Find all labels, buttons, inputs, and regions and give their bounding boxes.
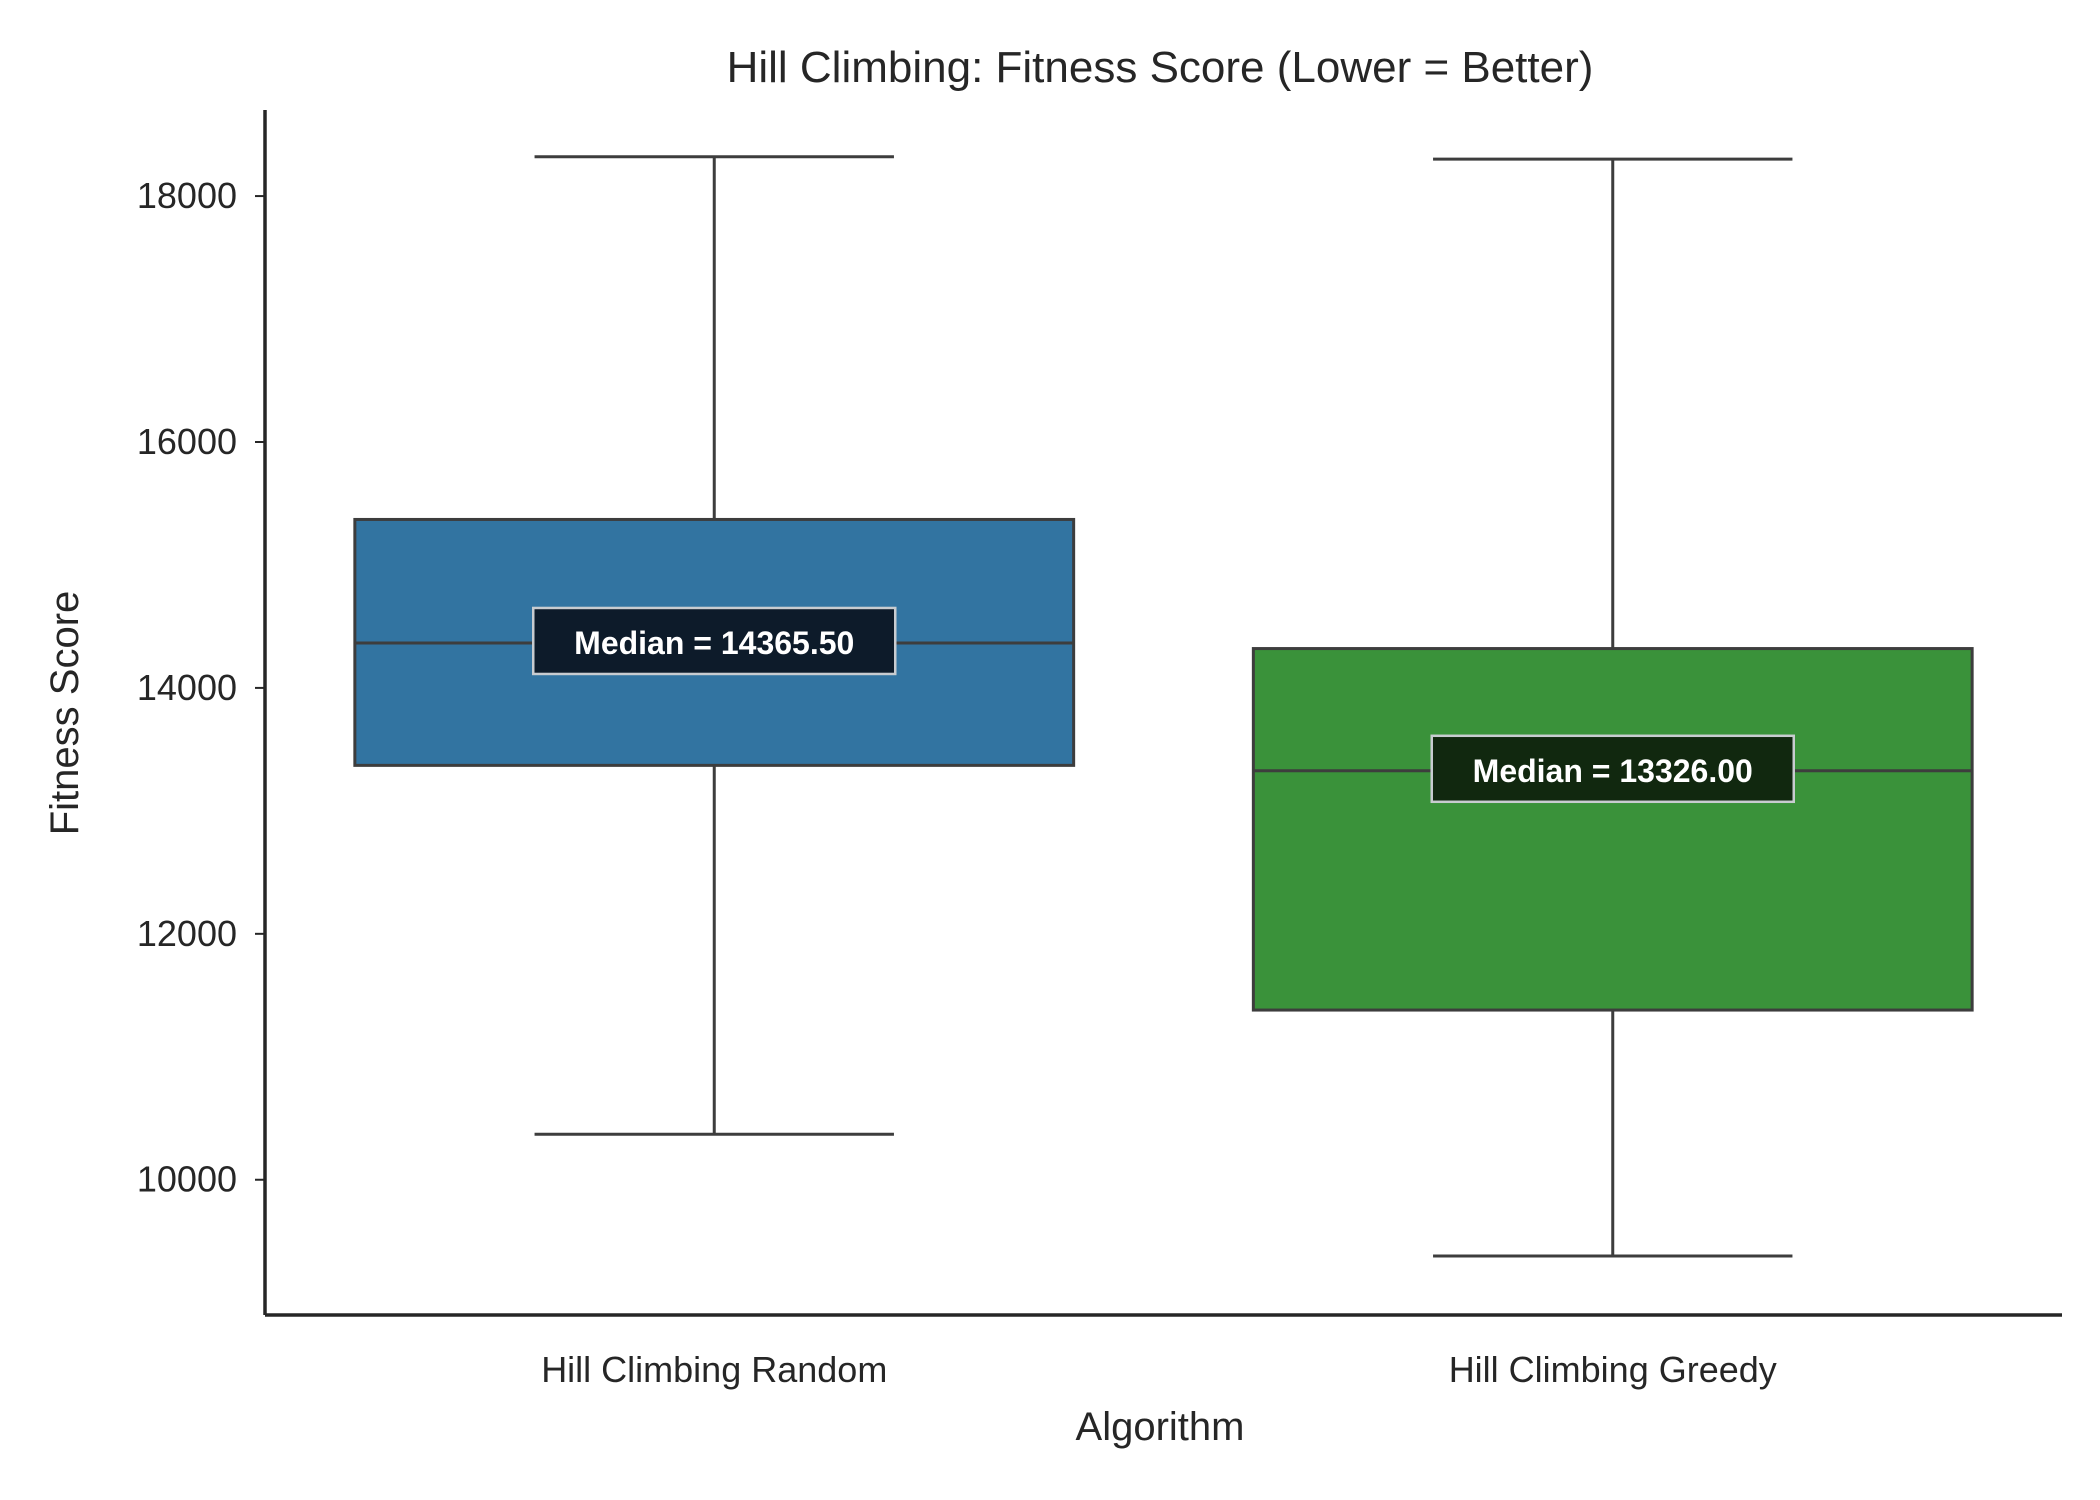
x-axis-ticks: Hill Climbing Random Hill Climbing Greedy (541, 1349, 1777, 1390)
median-label-box (532, 606, 897, 676)
y-tick-label: 16000 (137, 421, 237, 462)
median-label: Median = 13326.00 (1473, 753, 1753, 789)
y-tick-label: 12000 (137, 913, 237, 954)
median-label: Median = 14365.50 (574, 625, 854, 661)
x-axis-label: Algorithm (1076, 1405, 1245, 1449)
boxes-group: Median = 14365.50 Median = 13326.00 (353, 155, 1974, 1258)
chart-title: Hill Climbing: Fitness Score (Lower = Be… (727, 43, 1594, 92)
y-axis-label: Fitness Score (43, 591, 87, 836)
y-tick-label: 10000 (137, 1159, 237, 1200)
x-tick-label: Hill Climbing Greedy (1449, 1349, 1777, 1390)
box-body (1251, 647, 1974, 1012)
y-axis-ticks: 10000 12000 14000 16000 18000 (137, 175, 265, 1200)
median-label-box (1430, 734, 1795, 804)
y-tick-label: 14000 (137, 667, 237, 708)
box-greedy: Median = 13326.00 (1251, 157, 1974, 1258)
x-tick-label: Hill Climbing Random (541, 1349, 887, 1390)
box-random: Median = 14365.50 (353, 155, 1076, 1136)
y-tick-label: 18000 (137, 175, 237, 216)
